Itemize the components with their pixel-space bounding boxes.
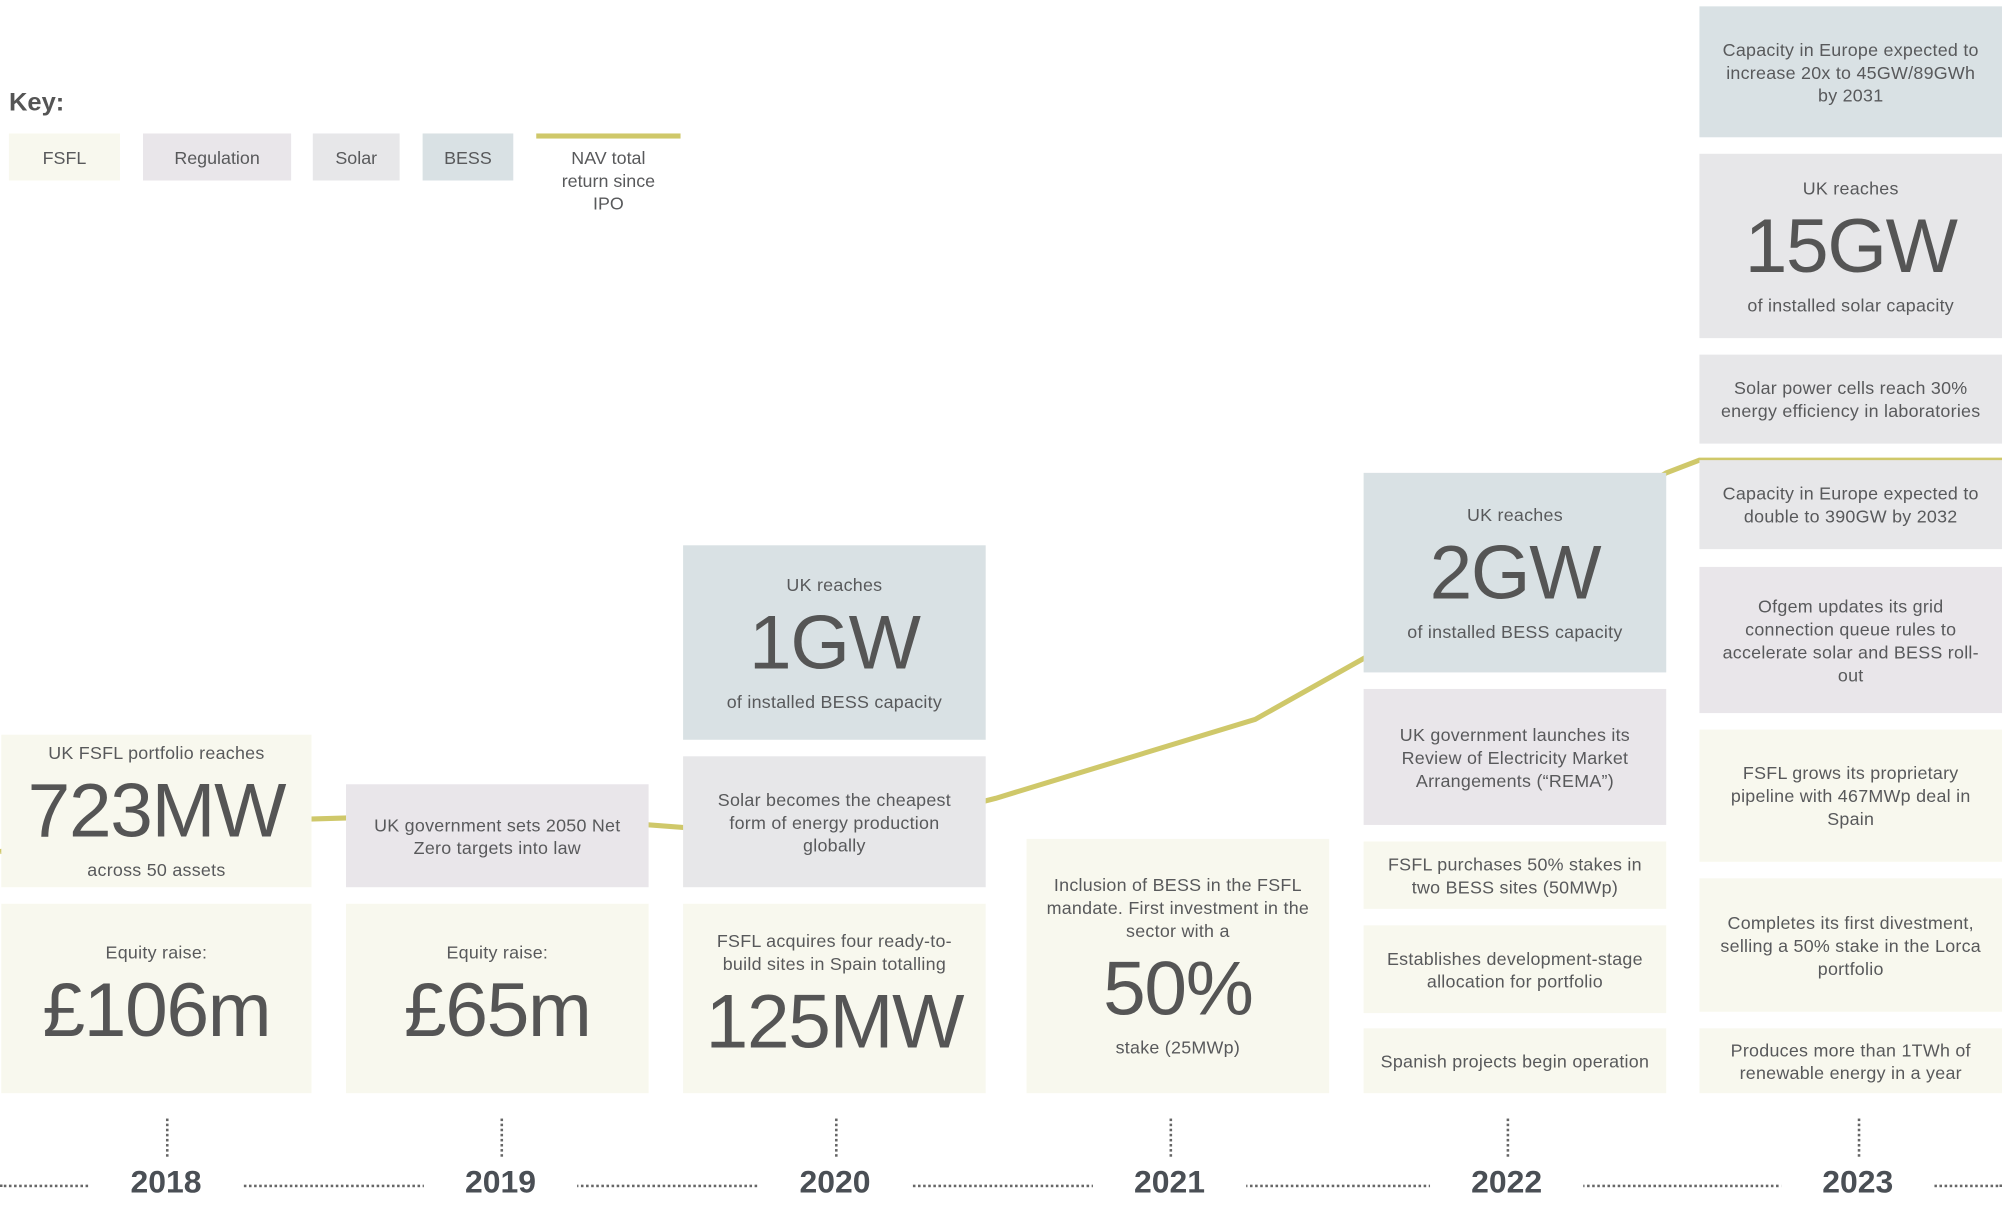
card-text: Ofgem updates its grid connection queue … (1722, 595, 1979, 685)
card-text: UK government launches its Review of Ele… (1399, 723, 1631, 790)
card-text: FSFL grows its proprietary pipeline with… (1730, 762, 1971, 829)
nav-line (0, 457, 2002, 855)
key-item: FSFL (8, 133, 121, 181)
timeline-card: FSFL acquires four ready-to-build sites … (683, 903, 986, 1094)
card-text: Solar power cells reach 30% energy effic… (1720, 377, 1981, 421)
card-text: FSFL acquires four ready-to-build sites … (716, 929, 952, 974)
card-text: across 50 assets (87, 859, 226, 880)
card-text: FSFL purchases 50% stakes in two BESS si… (1387, 853, 1642, 897)
key-line (536, 133, 681, 139)
card-text: Capacity in Europe expected to increase … (1722, 38, 1979, 105)
card-text: UK government sets 2050 Net Zero targets… (374, 814, 621, 858)
timeline-axis (0, 1184, 2002, 1188)
card-text: of installed solar capacity (1747, 294, 1955, 315)
year-label: 2020 (758, 1164, 912, 1202)
card-figure: 15GW (1744, 202, 1958, 288)
timeline-card: Establishes development-stage allocation… (1363, 925, 1667, 1014)
year-label: 2018 (89, 1164, 243, 1202)
card-figure: £65m (404, 966, 592, 1052)
card-figure: 125MW (705, 978, 965, 1064)
timeline-card: UK government sets 2050 Net Zero targets… (346, 784, 649, 888)
card-text: Solar becomes the cheapest form of energ… (717, 788, 951, 855)
year-tick (1506, 1118, 1510, 1157)
card-figure: £106m (42, 966, 271, 1052)
card-text: Produces more than 1TWh of renewable ene… (1730, 1039, 1971, 1083)
timeline-card: FSFL grows its proprietary pipeline with… (1699, 729, 2002, 862)
year-tick (835, 1118, 838, 1157)
card-text: Establishes development-stage allocation… (1387, 947, 1643, 991)
year-label: 2021 (1092, 1164, 1247, 1202)
year-label: 2019 (423, 1164, 578, 1202)
timeline-card: Produces more than 1TWh of renewable ene… (1699, 1028, 2002, 1094)
year-label: 2023 (1781, 1164, 1935, 1202)
card-text: of installed BESS capacity (1407, 620, 1623, 642)
timeline-card: UK FSFL portfolio reaches 723MW across 50 … (1, 734, 312, 888)
timeline-card: UK reaches 1GW of installed BESS capacity (683, 545, 986, 740)
card-text: UK reaches (786, 573, 883, 595)
card-text: Capacity in Europe expected to double to… (1722, 483, 1979, 527)
year-tick (165, 1118, 169, 1157)
card-text: stake (25MWp) (1115, 1037, 1241, 1058)
card-text: Completes its first divestment, selling … (1720, 912, 1981, 979)
timeline-card: FSFL purchases 50% stakes in two BESS si… (1363, 841, 1667, 909)
card-text: Equity raise: (105, 941, 208, 962)
card-text: of installed BESS capacity (726, 690, 943, 712)
card-text: UK reaches (1466, 503, 1563, 525)
key-title: Key: (8, 88, 65, 117)
card-text: Spanish projects begin operation (1380, 1050, 1650, 1071)
timeline-card: Capacity in Europe expected to double to… (1699, 460, 2002, 550)
timeline-card: UK government launches its Review of Ele… (1363, 688, 1667, 825)
timeline-card: UK reaches 15GW of installed solar capacit… (1699, 153, 2002, 339)
card-figure: 50% (1103, 945, 1254, 1031)
card-text: Inclusion of BESS in the FSFL mandate. F… (1046, 874, 1310, 941)
year-label: 2022 (1430, 1164, 1584, 1202)
timeline-card: Solar becomes the cheapest form of energ… (683, 756, 986, 888)
year-tick (500, 1118, 504, 1157)
card-figure: 1GW (749, 599, 921, 685)
timeline-card: Inclusion of BESS in the FSFL mandate. F… (1026, 838, 1330, 1094)
key-line-label: NAV total return since IPO (561, 147, 656, 214)
key-item: Regulation (143, 133, 292, 181)
key-item: Solar (312, 133, 400, 181)
year-tick (1857, 1118, 1861, 1157)
card-figure: 2GW (1429, 529, 1602, 615)
card-text: UK reaches (1802, 177, 1899, 198)
timeline-card: Spanish projects begin operation (1363, 1028, 1667, 1094)
card-text: UK FSFL portfolio reaches (48, 742, 265, 763)
timeline-card: Solar power cells reach 30% energy effic… (1699, 354, 2002, 444)
timeline-card: Equity raise: £106m (1, 903, 312, 1094)
year-tick (1169, 1118, 1173, 1157)
key-item: BESS (422, 133, 514, 181)
timeline-card: Equity raise: £65m (346, 903, 649, 1094)
timeline-card: UK reaches 2GW of installed BESS capacity (1363, 472, 1667, 673)
timeline-card: Capacity in Europe expected to increase … (1699, 6, 2002, 138)
card-figure: 723MW (27, 767, 287, 853)
timeline-card: Completes its first divestment, selling … (1699, 878, 2002, 1012)
timeline-card: Ofgem updates its grid connection queue … (1699, 566, 2002, 714)
card-text: Equity raise: (446, 941, 549, 962)
